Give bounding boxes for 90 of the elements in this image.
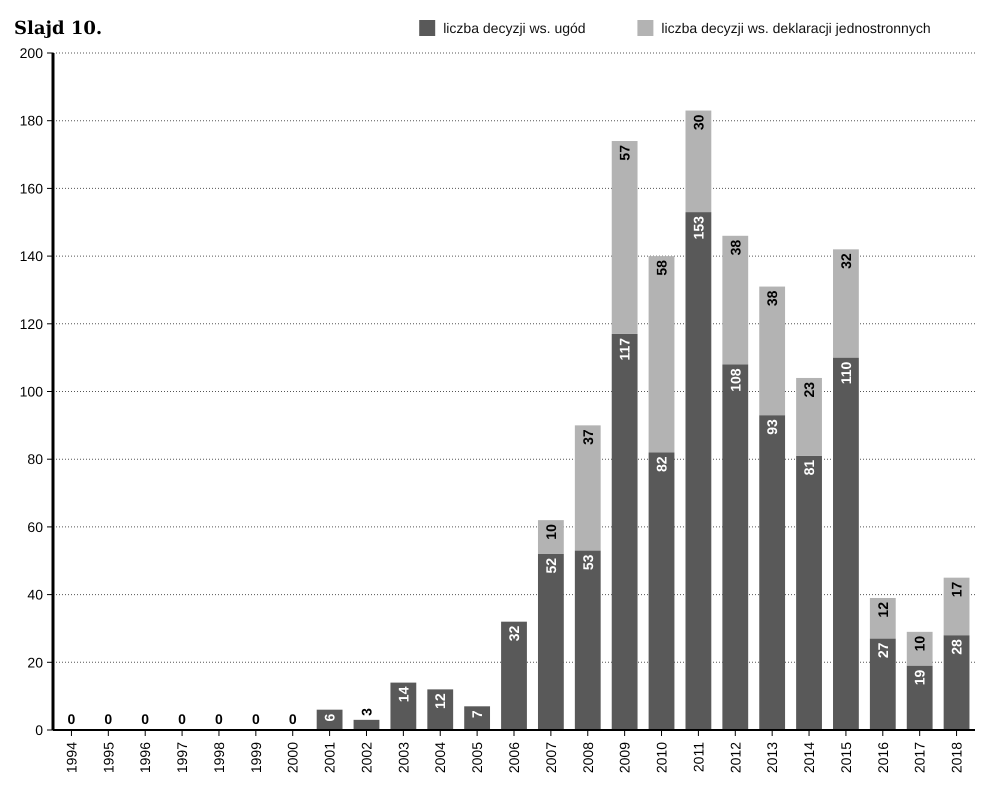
data-label: 3 (358, 708, 374, 716)
y-tick-label: 200 (20, 45, 44, 61)
x-tick-label: 2009 (616, 742, 633, 774)
data-label: 0 (215, 711, 224, 727)
x-tick-label: 2013 (764, 742, 780, 774)
x-tick-label: 2001 (322, 742, 338, 774)
data-label: 52 (542, 558, 559, 574)
data-label: 19 (912, 669, 928, 686)
x-tick-label: 1996 (137, 742, 154, 774)
data-label: 38 (764, 290, 780, 306)
x-tick-label: 2017 (912, 742, 928, 774)
x-tick-label: 2003 (395, 742, 412, 774)
bar (759, 286, 786, 416)
x-tick-label: 2004 (432, 742, 448, 774)
data-label: 38 (727, 240, 744, 256)
x-tick-label: 2007 (542, 742, 559, 774)
data-label: 0 (141, 711, 150, 727)
x-tick-label: 1994 (63, 742, 80, 774)
data-label: 17 (948, 581, 965, 598)
x-tick-label: 2014 (801, 742, 818, 774)
data-label: 12 (874, 602, 891, 618)
data-label: 28 (948, 639, 965, 655)
bar (612, 141, 638, 334)
x-tick-label: 2016 (874, 742, 891, 774)
data-label: 10 (912, 636, 928, 652)
data-label: 110 (838, 361, 854, 384)
data-label: 6 (322, 713, 338, 722)
x-tick-label: 1999 (248, 742, 264, 774)
y-tick-label: 0 (35, 722, 44, 738)
x-tick-label: 2012 (727, 742, 744, 774)
data-label: 53 (580, 554, 596, 570)
x-tick-label: 2005 (469, 742, 486, 774)
bar (574, 425, 601, 551)
bar (796, 378, 822, 456)
y-tick-label: 160 (20, 180, 44, 196)
data-label: 32 (506, 625, 522, 642)
data-label: 108 (727, 368, 744, 392)
y-tick-label: 80 (27, 451, 44, 468)
x-tick-label: 2002 (358, 742, 374, 774)
bar (538, 520, 564, 554)
data-label: 117 (616, 338, 633, 361)
data-label: 12 (432, 693, 448, 709)
data-label: 0 (68, 711, 76, 727)
bar (833, 249, 859, 358)
bar (870, 598, 896, 639)
y-tick-label: 60 (27, 518, 44, 535)
x-tick-label: 1997 (174, 742, 190, 774)
data-label: 27 (874, 642, 891, 658)
x-tick-label: 1995 (100, 742, 116, 774)
bar (390, 682, 416, 730)
legend-label: liczba decyzji ws. ugód (443, 20, 586, 36)
x-tick-label: 2011 (690, 742, 706, 772)
chart-title: Slajd 10. (14, 18, 102, 39)
data-label: 0 (288, 711, 297, 727)
x-tick-label: 2018 (948, 742, 965, 774)
x-tick-label: 2000 (284, 742, 301, 774)
bar (906, 666, 933, 730)
data-label: 30 (690, 114, 706, 130)
data-label: 153 (690, 216, 706, 240)
y-tick-label: 180 (20, 112, 44, 129)
data-label: 23 (801, 382, 818, 398)
data-label: 7 (469, 710, 486, 718)
bar (648, 256, 674, 452)
data-label: 37 (580, 429, 596, 445)
data-label: 0 (178, 711, 186, 727)
bar (722, 236, 748, 364)
data-label: 82 (654, 456, 670, 472)
y-tick-label: 100 (20, 384, 44, 400)
x-tick-label: 2010 (654, 742, 670, 774)
x-tick-label: 2015 (838, 742, 854, 774)
y-tick-label: 120 (20, 316, 44, 332)
bar (944, 578, 970, 636)
data-label: 0 (252, 711, 260, 727)
y-tick-label: 40 (27, 586, 44, 603)
data-label: 58 (654, 260, 670, 276)
bar (464, 706, 490, 730)
y-tick-label: 140 (20, 248, 44, 264)
data-label: 93 (764, 418, 780, 435)
y-tick-label: 20 (27, 654, 44, 670)
data-label: 0 (104, 711, 112, 727)
legend-label: liczba decyzji ws. deklaracji jednostronnych (661, 20, 931, 36)
bar (685, 110, 712, 212)
data-label: 10 (542, 524, 559, 540)
x-tick-label: 2008 (580, 742, 596, 774)
x-tick-label: 1998 (210, 742, 227, 774)
data-label: 14 (395, 686, 412, 702)
data-label: 57 (616, 144, 633, 161)
data-label: 81 (801, 460, 818, 476)
x-tick-label: 2006 (506, 742, 522, 774)
data-label: 32 (838, 253, 854, 269)
